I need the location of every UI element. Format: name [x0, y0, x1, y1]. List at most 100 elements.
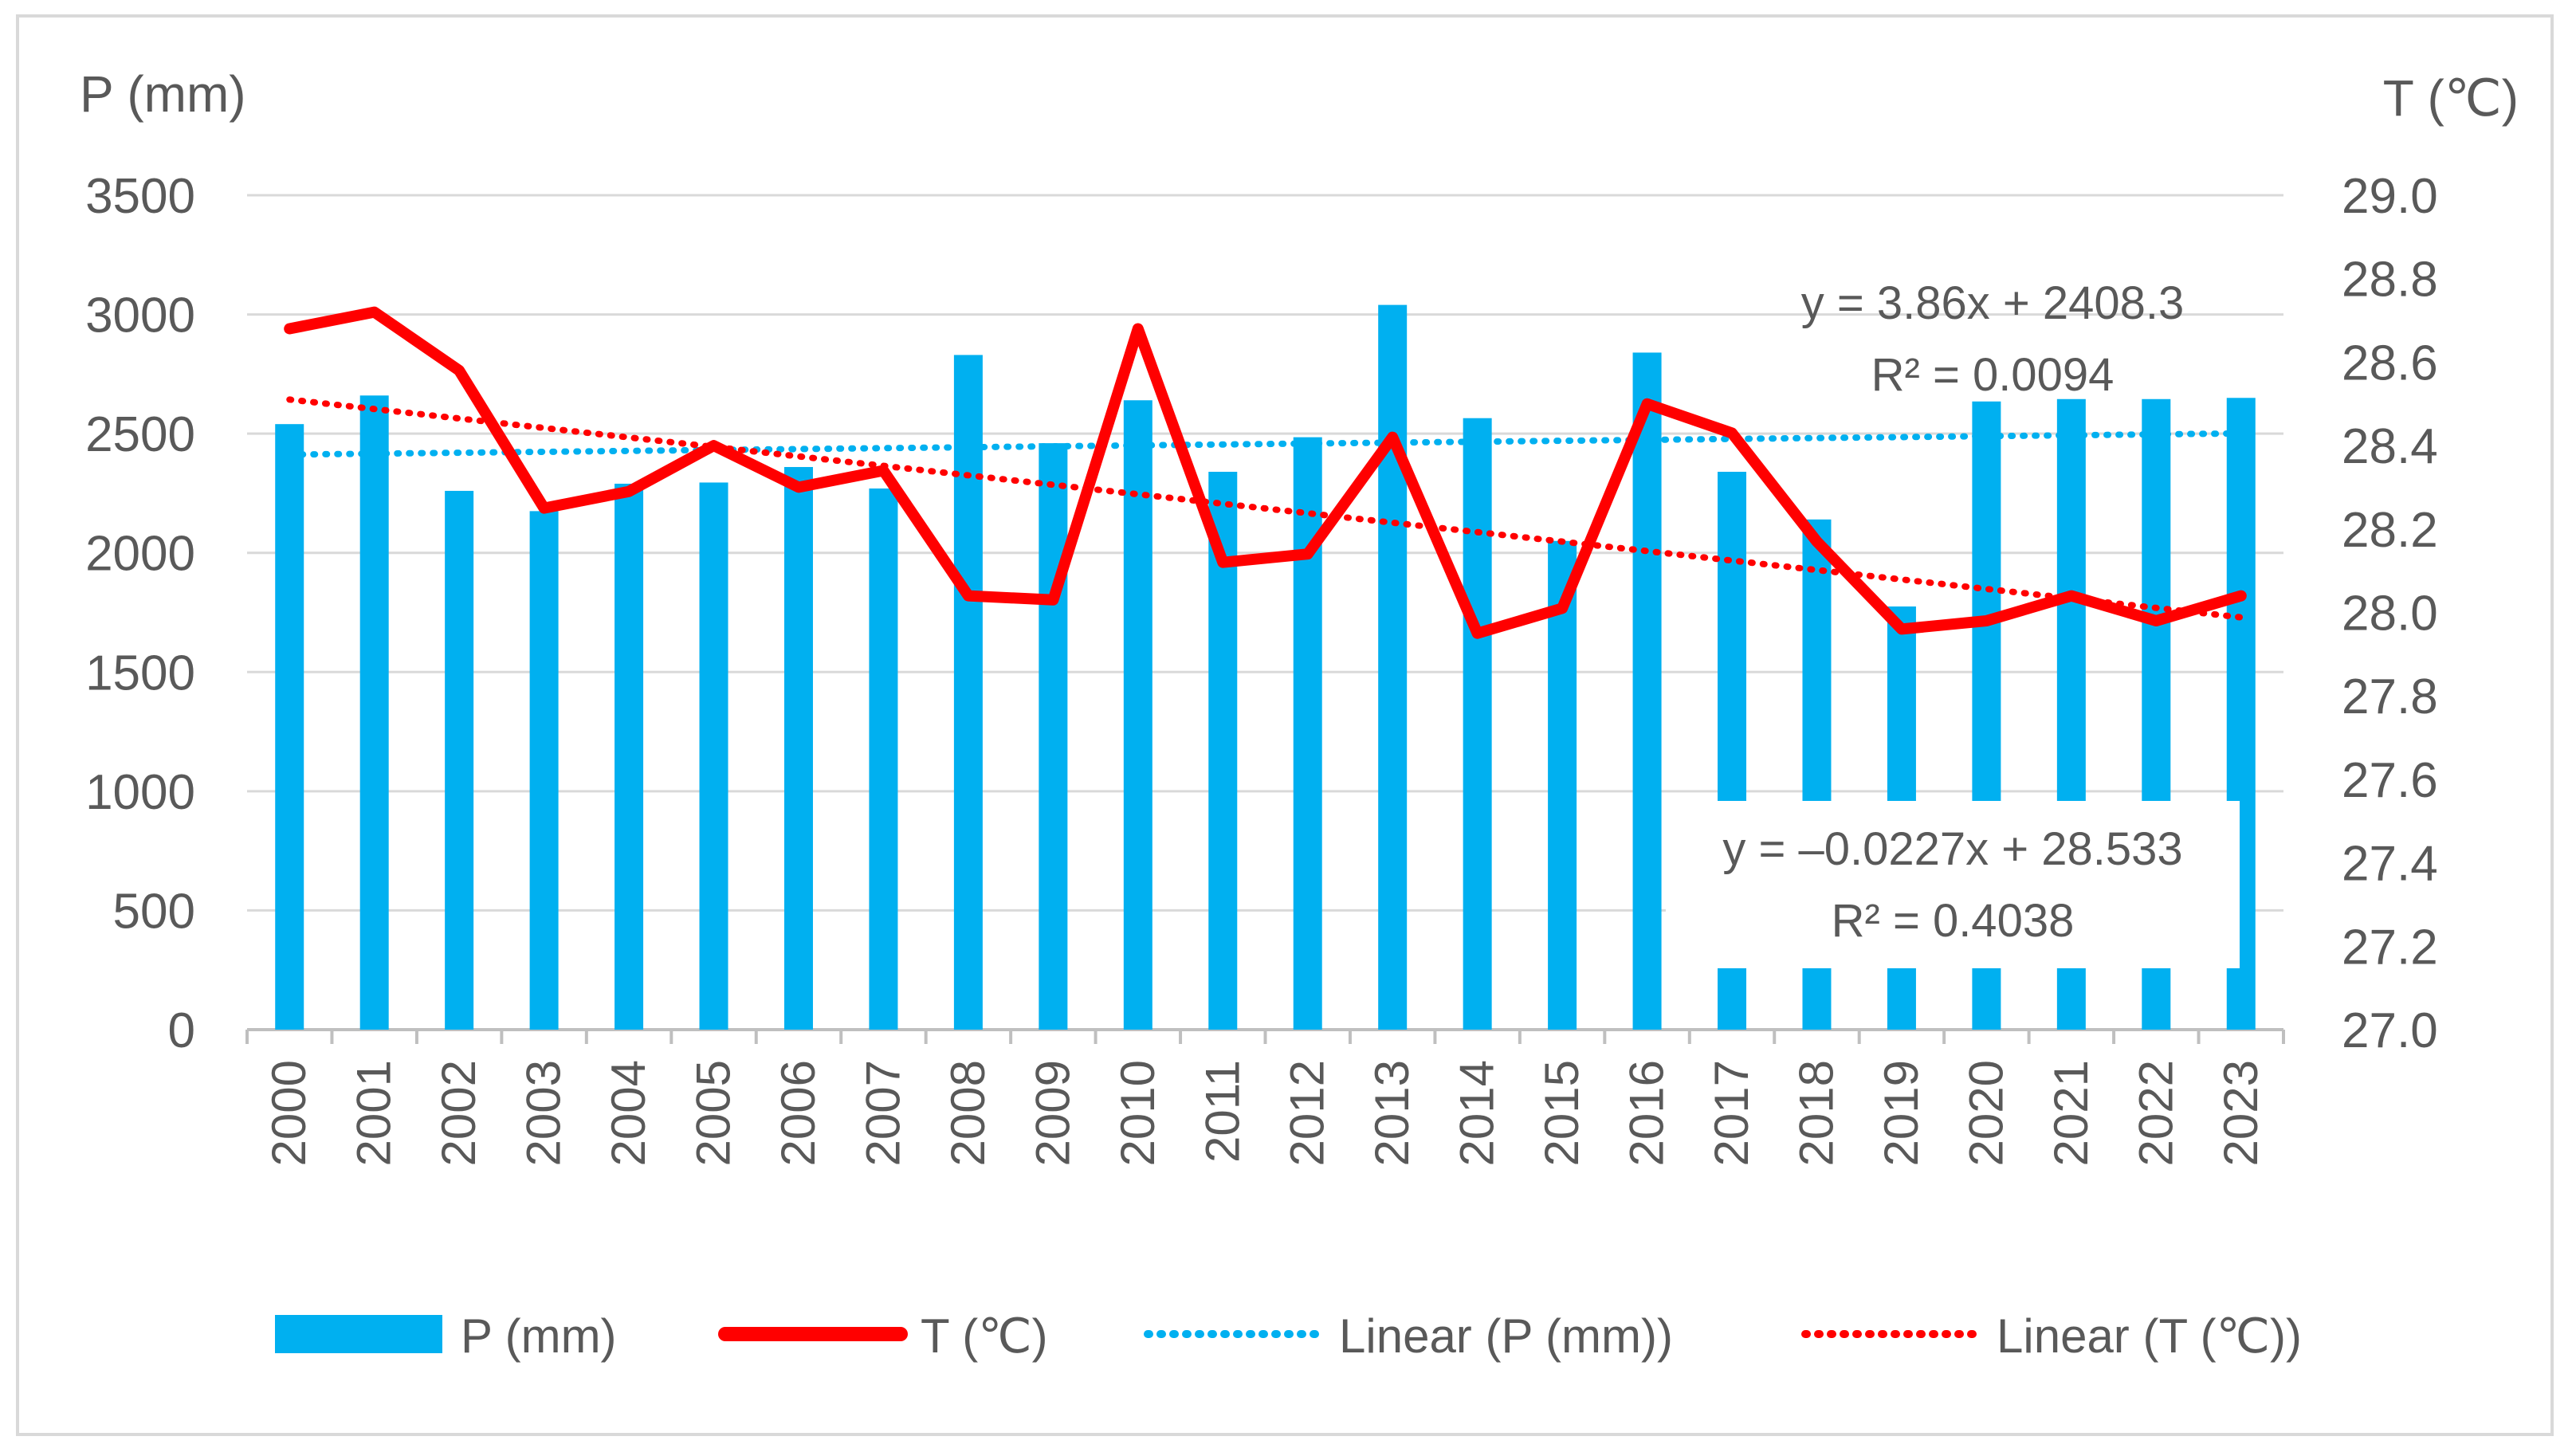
- legend-label-p: P (mm): [461, 1309, 617, 1363]
- right-axis-ticks: 27.0 27.2 27.4 27.6 27.8 28.0 28.2 28.4 28.6 28.8…: [2342, 169, 2438, 1058]
- x-tick-label: 2005: [687, 1060, 740, 1166]
- legend: P (mm) T (℃) Linear (P (mm)) Linear (T (…: [275, 1309, 2302, 1363]
- x-tick-label: 2017: [1705, 1060, 1758, 1166]
- y-left-tick-label: 0: [168, 1003, 195, 1058]
- trendline-t: [286, 396, 2244, 621]
- y-right-tick-label: 28.4: [2342, 419, 2438, 474]
- x-tick-label: 2013: [1365, 1060, 1419, 1166]
- x-tick-label: 2016: [1620, 1060, 1674, 1166]
- bar-p-2015: [1548, 540, 1577, 1030]
- legend-swatch-p: [275, 1315, 442, 1353]
- point-t-2003: [543, 507, 545, 509]
- x-tick-label: 2021: [2044, 1060, 2098, 1166]
- t-trend-eq-line1: y = –0.0227x + 28.533: [1722, 823, 2182, 875]
- x-tick-label: 2020: [1959, 1060, 2012, 1166]
- point-t-2005: [713, 445, 715, 447]
- point-t-2023: [2240, 595, 2242, 597]
- point-t-2008: [967, 595, 969, 597]
- point-t-2004: [628, 490, 630, 493]
- bar-p-2003: [529, 511, 559, 1030]
- bar-p-2014: [1463, 418, 1492, 1030]
- point-t-2011: [1222, 561, 1224, 563]
- t-trend-eq-line2: R² = 0.4038: [1832, 895, 2075, 947]
- precipitation-bars: [275, 304, 2256, 1030]
- t-trend-label-box: [1666, 801, 2240, 968]
- y-right-tick-label: 27.8: [2342, 669, 2438, 724]
- x-tick-label: 2015: [1535, 1060, 1588, 1166]
- trendline-p: [286, 430, 2244, 458]
- x-tick-label: 2008: [941, 1060, 995, 1166]
- bar-p-2010: [1123, 400, 1152, 1030]
- y-right-tick-label: 27.6: [2342, 753, 2438, 808]
- x-tick-label: 2012: [1281, 1060, 1334, 1166]
- point-t-2010: [1137, 328, 1139, 330]
- bar-p-2016: [1632, 352, 1662, 1030]
- x-tick-label: 2007: [856, 1060, 909, 1166]
- x-tick-label: 2002: [432, 1060, 485, 1166]
- point-t-2022: [2155, 619, 2158, 622]
- y-left-tick-label: 3500: [85, 169, 195, 224]
- point-t-2016: [1646, 402, 1648, 405]
- y-right-tick-label: 28.2: [2342, 503, 2438, 558]
- chart-border: [16, 14, 2554, 1436]
- y-left-tick-label: 1500: [85, 646, 195, 701]
- y-left-axis-title: P (mm): [80, 65, 246, 123]
- bar-p-2006: [783, 467, 813, 1030]
- left-axis-ticks: 0 500 1000 1500 2000 2500 3000 3500: [85, 169, 195, 1058]
- point-t-2009: [1052, 598, 1054, 601]
- x-tick-label: 2003: [517, 1060, 571, 1166]
- bar-p-2000: [275, 424, 304, 1030]
- legend-label-t-trend: Linear (T (℃)): [1997, 1309, 2302, 1363]
- point-t-2019: [1900, 628, 1902, 630]
- bar-p-2008: [953, 355, 983, 1030]
- y-right-tick-label: 27.0: [2342, 1003, 2438, 1058]
- y-right-tick-label: 28.8: [2342, 253, 2438, 308]
- line-t: [284, 306, 2247, 639]
- bar-p-2002: [445, 490, 474, 1030]
- y-left-tick-label: 2500: [85, 407, 195, 462]
- x-tick-label: 2022: [2129, 1060, 2182, 1166]
- point-t-2002: [458, 369, 461, 371]
- y-left-tick-label: 500: [113, 884, 195, 939]
- y-left-tick-label: 2000: [85, 527, 195, 582]
- point-t-2015: [1561, 607, 1564, 610]
- point-t-2001: [373, 311, 375, 313]
- point-t-2000: [289, 328, 291, 330]
- trend-lines: [286, 396, 2244, 621]
- x-tick-label: 2018: [1789, 1060, 1843, 1166]
- point-t-2012: [1306, 553, 1309, 555]
- bar-p-2013: [1378, 304, 1408, 1030]
- y-right-tick-label: 29.0: [2342, 169, 2438, 224]
- point-t-2014: [1476, 632, 1478, 634]
- point-t-2007: [882, 469, 885, 472]
- y-left-tick-label: 1000: [85, 765, 195, 820]
- p-trend-eq-line2: R² = 0.0094: [1871, 349, 2115, 401]
- bar-p-2009: [1039, 443, 1068, 1030]
- x-tick-label: 2014: [1451, 1060, 1504, 1166]
- bar-p-2004: [615, 483, 644, 1030]
- x-tick-label: 2000: [262, 1060, 316, 1166]
- x-tick-label: 2019: [1875, 1060, 1928, 1166]
- y-right-tick-label: 27.2: [2342, 920, 2438, 975]
- x-tick-label: 2009: [1026, 1060, 1079, 1166]
- y-right-axis-title: T (℃): [2383, 69, 2519, 127]
- point-t-2020: [1985, 619, 1988, 622]
- point-t-2021: [2070, 595, 2072, 597]
- bar-p-2001: [359, 395, 389, 1030]
- legend-label-p-trend: Linear (P (mm)): [1339, 1309, 1673, 1363]
- point-t-2013: [1392, 436, 1394, 438]
- bar-p-2005: [699, 482, 728, 1030]
- x-axis: 2000 2001 2002 2003 2004 2005 2006 2007 2008 2009…: [245, 1028, 2285, 1166]
- bar-p-2012: [1293, 437, 1322, 1030]
- x-tick-label: 2023: [2214, 1060, 2268, 1166]
- y-left-tick-label: 3000: [85, 288, 195, 343]
- point-t-2018: [1816, 540, 1818, 543]
- x-tick-label: 2004: [602, 1060, 655, 1166]
- y-right-tick-label: 27.4: [2342, 837, 2438, 892]
- x-tick-label: 2001: [348, 1060, 401, 1166]
- y-right-tick-label: 28.0: [2342, 587, 2438, 642]
- x-tick-label: 2006: [772, 1060, 825, 1166]
- point-t-2017: [1731, 432, 1734, 434]
